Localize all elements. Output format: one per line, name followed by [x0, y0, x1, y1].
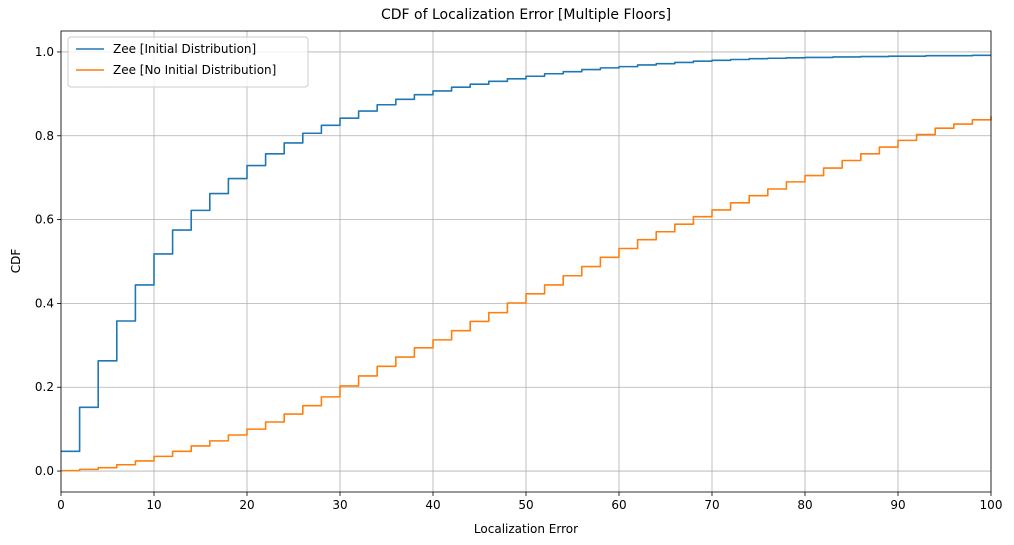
grid-layer	[60, 31, 992, 492]
legend-label: Zee [No Initial Distribution]	[113, 63, 276, 77]
y-tick-label: 0.2	[35, 380, 54, 394]
x-axis-ticks: 0 10 20 30 40 50 60 70 80 90 100	[57, 492, 1002, 512]
series-line-0	[61, 54, 991, 453]
x-tick-label: 80	[797, 498, 812, 512]
x-tick-label: 70	[704, 498, 719, 512]
y-axis-label: CDF	[9, 249, 23, 274]
x-tick-label: 100	[980, 498, 1003, 512]
x-tick-label: 40	[425, 498, 440, 512]
y-axis-ticks: 0.0 0.2 0.4 0.6 0.8 1.0	[35, 45, 61, 478]
series-layer	[61, 54, 992, 472]
x-tick-label: 20	[239, 498, 254, 512]
y-tick-label: 0.6	[35, 213, 54, 227]
legend-box	[67, 36, 309, 88]
series-line-1	[61, 116, 992, 472]
x-tick-label: 90	[890, 498, 905, 512]
x-axis-label: Localization Error	[474, 522, 578, 536]
x-tick-label: 60	[611, 498, 626, 512]
y-tick-label: 1.0	[35, 45, 54, 59]
x-tick-label: 50	[518, 498, 533, 512]
y-tick-label: 0.4	[35, 296, 54, 310]
chart-title: CDF of Localization Error [Multiple Floo…	[381, 7, 671, 23]
legend-label: Zee [Initial Distribution]	[113, 42, 256, 56]
y-tick-label: 0.0	[35, 464, 54, 478]
x-tick-label: 30	[332, 498, 347, 512]
x-tick-label: 0	[57, 498, 65, 512]
y-tick-label: 0.8	[35, 129, 54, 143]
x-tick-label: 10	[146, 498, 161, 512]
legend: Zee [Initial Distribution] Zee [No Initia…	[67, 36, 309, 88]
